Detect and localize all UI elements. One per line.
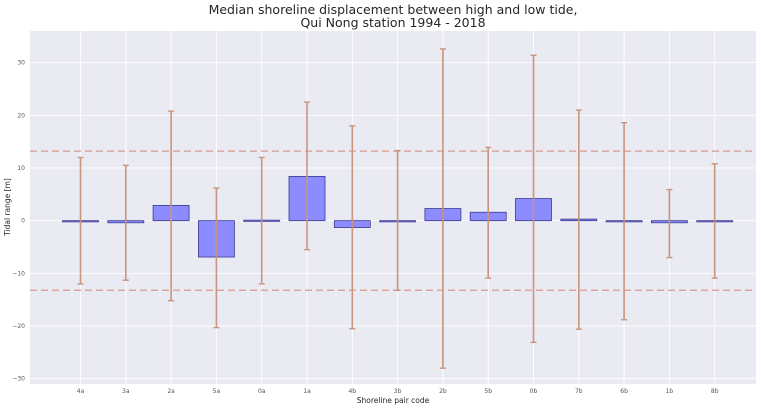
error-bar-8b — [711, 163, 718, 279]
error-bar-1b — [666, 188, 673, 259]
error-bar-2b — [439, 48, 446, 369]
x-tick-label-5b: 5b — [484, 388, 492, 395]
x-tick-label-1a: 1a — [303, 388, 311, 395]
chart-subtitle: Qui Nong station 1994 - 2018 — [300, 15, 485, 30]
error-bar-4a — [77, 156, 84, 285]
y-ticks: −30 −20 −10 0 10 20 30 — [12, 60, 25, 383]
x-tick-label-8b: 8b — [711, 388, 719, 395]
error-bar-4b — [349, 125, 356, 330]
error-bar-3a — [122, 164, 129, 281]
x-tick-label-0b: 0b — [530, 388, 538, 395]
chart-title: Median shoreline displacement between hi… — [209, 2, 578, 17]
error-bar-5a — [213, 187, 220, 329]
x-tick-label-3b: 3b — [394, 388, 402, 395]
x-tick-label-0a: 0a — [258, 388, 266, 395]
plot-background — [30, 31, 756, 384]
error-bar-6b — [621, 121, 628, 321]
y-tick-label: −10 — [12, 270, 25, 277]
x-axis-label: Shoreline pair code — [357, 396, 430, 405]
x-ticks: 4a 3a 2a 5a 0a 1a 4b 3b 2b 5b 0b 7b 6b 1b 8b — [77, 388, 719, 395]
x-tick-label-4a: 4a — [77, 388, 85, 395]
y-tick-label: −30 — [12, 376, 25, 383]
error-bar-1a — [304, 101, 310, 251]
error-bar-7b — [575, 109, 582, 330]
x-tick-label-7b: 7b — [575, 388, 583, 395]
error-bar-2a — [168, 110, 175, 302]
error-bar-0b — [530, 54, 537, 344]
y-tick-label: 20 — [17, 112, 25, 119]
y-tick-label: 30 — [17, 60, 25, 67]
x-tick-label-3a: 3a — [122, 388, 130, 395]
y-tick-label: 0 — [21, 218, 25, 225]
x-tick-label-2a: 2a — [167, 388, 175, 395]
y-axis-label: Tidal range [m] — [3, 178, 12, 237]
y-tick-label: 10 — [17, 165, 25, 172]
x-tick-label-4b: 4b — [348, 388, 356, 395]
y-tick-label: −20 — [12, 323, 25, 330]
error-bar-5b — [485, 146, 492, 279]
error-bar-0a — [258, 156, 265, 285]
x-tick-label-1b: 1b — [666, 388, 674, 395]
x-tick-label-5a: 5a — [213, 388, 221, 395]
reference-lines — [30, 150, 756, 291]
error-bar-3b — [394, 149, 401, 291]
x-tick-label-2b: 2b — [439, 388, 447, 395]
x-tick-label-6b: 6b — [620, 388, 628, 395]
error-bars — [77, 48, 718, 369]
